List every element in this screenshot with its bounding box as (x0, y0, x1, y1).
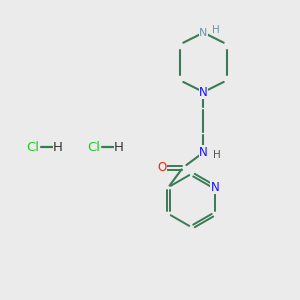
Text: H: H (213, 150, 221, 160)
Text: N: N (199, 146, 208, 159)
Text: H: H (53, 140, 63, 154)
Text: N: N (199, 85, 208, 98)
Text: Cl: Cl (26, 140, 39, 154)
Text: H: H (114, 140, 124, 154)
Text: O: O (157, 161, 167, 174)
Text: H: H (212, 25, 220, 34)
Text: Cl: Cl (87, 140, 100, 154)
Text: N: N (199, 28, 208, 38)
Text: N: N (210, 181, 219, 194)
